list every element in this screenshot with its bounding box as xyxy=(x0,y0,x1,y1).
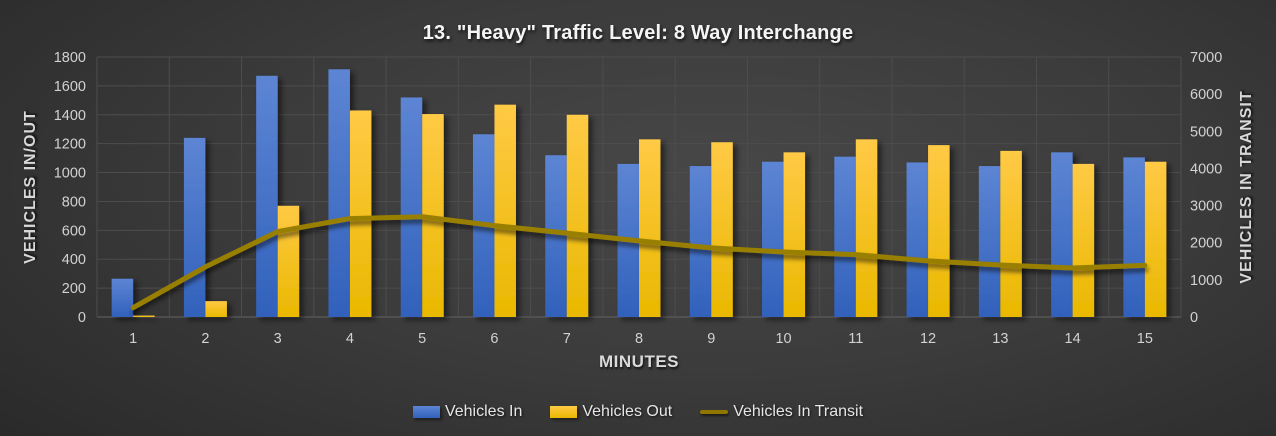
bar-vehicles-out-m1[interactable] xyxy=(133,315,155,317)
ytick-left-1400[interactable]: 1400 xyxy=(54,108,86,124)
ytick-right-1000[interactable]: 1000 xyxy=(1190,273,1222,289)
ytick-right-3000[interactable]: 3000 xyxy=(1190,199,1222,215)
bar-vehicles-in-m3[interactable] xyxy=(256,75,278,318)
ytick-left-200[interactable]: 200 xyxy=(62,281,86,297)
bar-vehicles-out-m12[interactable] xyxy=(928,145,950,317)
legend-label-vehicles-out: Vehicles Out xyxy=(582,403,673,420)
xtick-9[interactable]: 9 xyxy=(707,331,715,347)
xtick-6[interactable]: 6 xyxy=(490,331,498,347)
bar-vehicles-in-m4[interactable] xyxy=(328,69,350,318)
xtick-3[interactable]: 3 xyxy=(274,331,282,347)
right-axis-title[interactable]: VEHICLES IN TRANSIT xyxy=(1238,90,1255,284)
legend-swatch-vehicles-out xyxy=(550,406,578,418)
bar-vehicles-in-m11[interactable] xyxy=(834,156,856,317)
legend-item-vehicles-in-transit[interactable]: Vehicles In Transit xyxy=(700,403,863,421)
legend-label-vehicles-in-transit: Vehicles In Transit xyxy=(733,403,864,420)
legend-item-vehicles-in[interactable]: Vehicles In xyxy=(412,403,523,421)
bar-vehicles-out-m8[interactable] xyxy=(639,139,661,317)
xtick-7[interactable]: 7 xyxy=(563,331,571,347)
series-line-vehicles-in-transit[interactable] xyxy=(130,214,1148,311)
series-vehicles-in[interactable] xyxy=(111,69,1145,318)
xtick-14[interactable]: 14 xyxy=(1065,331,1081,347)
xtick-12[interactable]: 12 xyxy=(920,331,936,347)
left-axis-title[interactable]: VEHICLES IN/OUT xyxy=(22,110,39,264)
bar-vehicles-out-m11[interactable] xyxy=(855,139,878,317)
y-axis-left-labels: 0 200 400 600 800 1000 1200 1400 1600 1800 xyxy=(54,50,86,326)
legend-line-swatch-vehicles-in-transit xyxy=(700,410,729,414)
bar-vehicles-in-m14[interactable] xyxy=(1051,152,1073,317)
y-axis-right-labels: 0 1000 2000 3000 4000 5000 6000 7000 xyxy=(1190,50,1222,326)
xtick-1[interactable]: 1 xyxy=(129,331,137,347)
ytick-right-7000[interactable]: 7000 xyxy=(1190,50,1222,66)
ytick-left-800[interactable]: 800 xyxy=(62,194,86,210)
xtick-2[interactable]: 2 xyxy=(201,331,209,347)
bar-vehicles-in-m7[interactable] xyxy=(545,155,567,317)
legend-item-vehicles-out[interactable]: Vehicles Out xyxy=(550,403,672,421)
xtick-15[interactable]: 15 xyxy=(1137,331,1153,347)
x-axis-title[interactable]: MINUTES xyxy=(599,352,679,371)
ytick-right-2000[interactable]: 2000 xyxy=(1190,236,1222,252)
ytick-right-4000[interactable]: 4000 xyxy=(1190,161,1222,177)
chart-title[interactable]: 13. "Heavy" Traffic Level: 8 Way Interch… xyxy=(422,22,854,44)
bar-vehicles-out-m13[interactable] xyxy=(1000,150,1022,317)
bar-vehicles-in-m10[interactable] xyxy=(762,161,784,317)
bar-vehicles-out-m2[interactable] xyxy=(205,301,227,317)
xtick-10[interactable]: 10 xyxy=(775,331,791,347)
xtick-8[interactable]: 8 xyxy=(635,331,643,347)
ytick-right-6000[interactable]: 6000 xyxy=(1190,87,1222,103)
ytick-left-1800[interactable]: 1800 xyxy=(54,50,86,66)
bar-vehicles-in-m2[interactable] xyxy=(183,137,206,317)
x-axis-labels: 1 2 3 4 5 6 7 8 9 10 11 12 13 14 15 xyxy=(129,331,1153,347)
series-vehicles-out[interactable] xyxy=(133,104,1167,318)
xtick-5[interactable]: 5 xyxy=(418,331,426,347)
bar-vehicles-out-m15[interactable] xyxy=(1144,161,1167,317)
bar-vehicles-out-m6[interactable] xyxy=(494,104,516,318)
ytick-right-5000[interactable]: 5000 xyxy=(1190,124,1222,140)
bar-vehicles-in-m13[interactable] xyxy=(978,166,1001,317)
bar-vehicles-in-m1[interactable] xyxy=(111,278,134,317)
bar-vehicles-in-m12[interactable] xyxy=(906,162,929,317)
bar-vehicles-out-m7[interactable] xyxy=(566,114,589,318)
bar-vehicles-in-m15[interactable] xyxy=(1123,157,1145,317)
bar-vehicles-in-m5[interactable] xyxy=(400,97,423,317)
bar-vehicles-out-m14[interactable] xyxy=(1072,163,1095,317)
bar-vehicles-out-m9[interactable] xyxy=(711,142,733,317)
ytick-left-1600[interactable]: 1600 xyxy=(54,79,86,95)
xtick-4[interactable]: 4 xyxy=(346,331,354,347)
bar-vehicles-out-m10[interactable] xyxy=(783,152,806,317)
legend-label-vehicles-in: Vehicles In xyxy=(444,403,523,420)
ytick-left-400[interactable]: 400 xyxy=(62,252,86,268)
bar-vehicles-out-m4[interactable] xyxy=(349,110,372,317)
ytick-left-1000[interactable]: 1000 xyxy=(54,166,86,182)
xtick-11[interactable]: 11 xyxy=(848,331,863,347)
legend-swatch-vehicles-in xyxy=(412,406,440,418)
legend: Vehicles In Vehicles Out Vehicles In Trans… xyxy=(0,399,1276,425)
ytick-left-600[interactable]: 600 xyxy=(62,223,86,239)
bar-vehicles-in-m9[interactable] xyxy=(689,166,712,317)
xtick-13[interactable]: 13 xyxy=(992,331,1008,347)
bar-vehicles-out-m3[interactable] xyxy=(277,205,300,317)
ytick-left-1200[interactable]: 1200 xyxy=(54,137,86,153)
ytick-right-0[interactable]: 0 xyxy=(1190,310,1198,326)
ytick-left-0[interactable]: 0 xyxy=(78,310,86,326)
